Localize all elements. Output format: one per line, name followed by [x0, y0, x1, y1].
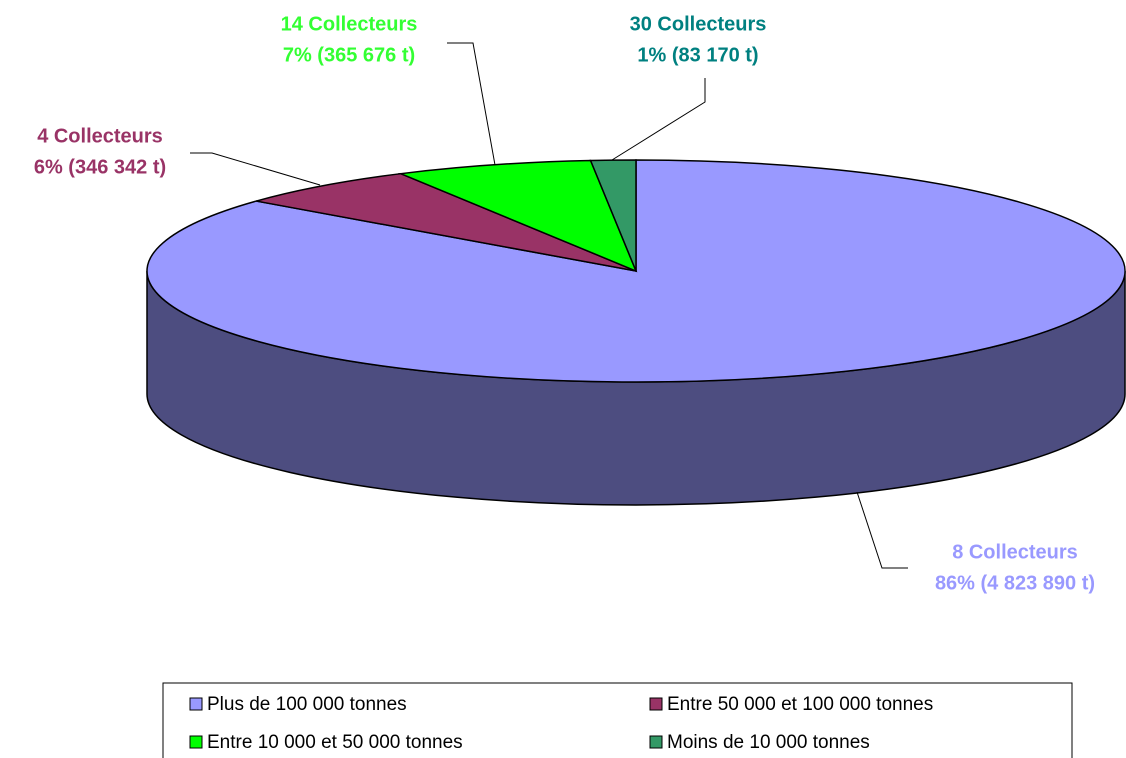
legend-label: Entre 50 000 et 100 000 tonnes [667, 694, 933, 715]
collector-label: 30 Collecteurs [630, 13, 767, 35]
legend-label: Moins de 10 000 tonnes [667, 732, 870, 753]
legend-swatch [649, 735, 663, 749]
data-label: 1% (83 170 t) [637, 44, 758, 66]
slice [397, 159, 638, 273]
legend-label: Entre 10 000 et 50 000 tonnes [207, 732, 463, 753]
leader-line [856, 491, 908, 569]
legend-label: Plus de 100 000 tonnes [207, 694, 407, 715]
collector-label: 14 Collecteurs [281, 13, 418, 35]
data-label: 86% (4 823 890 t) [935, 572, 1095, 594]
legend-swatch [649, 697, 663, 711]
slice [589, 159, 637, 272]
leader-line [190, 152, 321, 186]
collector-label: 8 Collecteurs [952, 541, 1078, 563]
leader-line [611, 78, 706, 161]
legend-swatch [189, 735, 203, 749]
slice [256, 172, 637, 272]
collector-label: 4 Collecteurs [37, 125, 163, 147]
data-label: 6% (346 342 t) [34, 156, 166, 178]
data-label: 7% (365 676 t) [283, 44, 415, 66]
legend-swatch [189, 697, 203, 711]
leader-line [447, 42, 496, 166]
legend-box [162, 682, 1073, 758]
